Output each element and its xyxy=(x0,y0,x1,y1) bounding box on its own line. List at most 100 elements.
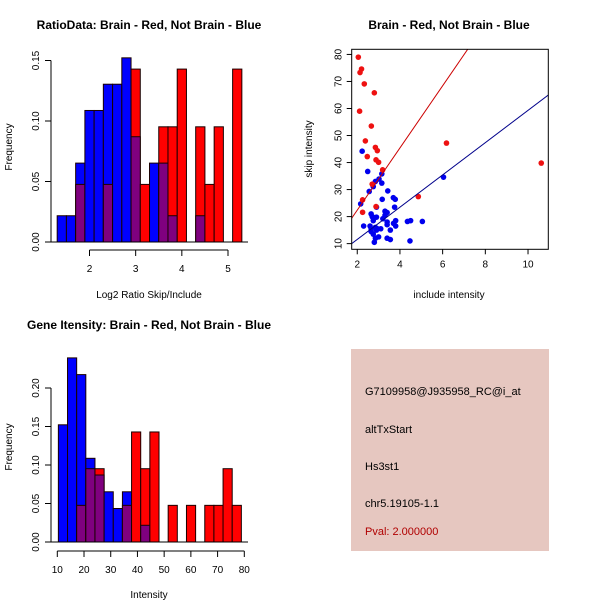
intensity-hist-x-tick-label: 70 xyxy=(212,565,224,576)
ratio-histogram-xlabel: Log2 Ratio Skip/Include xyxy=(96,290,202,301)
ratio-hist-bar-overlap xyxy=(167,215,178,243)
ratio-hist-bar-brain xyxy=(232,68,243,243)
intensity-hist-bar-brain xyxy=(149,431,160,543)
intensity-hist-x-tick-label: 40 xyxy=(132,565,144,576)
ratio-hist-x-tick-label: 2 xyxy=(87,264,93,275)
ratio-histogram-title: RatioData: Brain - Red, Not Brain - Blue xyxy=(37,18,262,32)
scatter-point-brain xyxy=(538,160,545,166)
scatter-y-tick-label: 70 xyxy=(334,75,345,87)
intensity-histogram-axes: 0.00 0.05 0.10 0.15 0.20 10 20 30 40 50 60 70 80 xyxy=(31,378,250,576)
scatter-point-not-brain xyxy=(407,238,413,244)
ratio-hist-bar-overlap xyxy=(158,162,169,243)
ratio-hist-bar-brain xyxy=(176,68,187,243)
intensity-hist-x-tick-label: 80 xyxy=(239,565,251,576)
intensity-hist-y-tick-label: 0.20 xyxy=(31,378,42,398)
scatter-point-brain xyxy=(364,153,371,160)
gene-info-panel: G7109958@J935958_RC@i_at altTxStart Hs3s… xyxy=(351,349,549,551)
intensity-hist-bar-overlap xyxy=(140,524,151,543)
scatter-xlabel: include intensity xyxy=(413,290,484,301)
scatter-point-not-brain xyxy=(371,239,378,246)
scatter-point-not-brain xyxy=(378,180,385,186)
ratio-hist-y-tick-label: 0.00 xyxy=(31,232,42,252)
scatter-point-not-brain xyxy=(384,221,390,228)
ratio-hist-x-tick-label: 5 xyxy=(225,264,231,275)
intensity-hist-y-tick-label: 0.10 xyxy=(31,455,42,475)
scatter-point-not-brain xyxy=(379,196,386,203)
scatter-axes: 2 4 6 8 10 10 20 30 40 50 60 70 80 xyxy=(334,48,549,270)
intensity-hist-bar-brain xyxy=(167,504,178,543)
ratio-hist-bar-not-brain xyxy=(93,109,104,243)
scatter-point-brain xyxy=(368,123,375,129)
scatter-y-tick-label: 30 xyxy=(334,184,345,196)
intensity-hist-bar-overlap xyxy=(85,468,96,543)
scatter-y-tick-label: 10 xyxy=(334,238,345,250)
scatter-point-brain xyxy=(443,140,450,146)
scatter-plot-box xyxy=(351,48,549,250)
scatter-point-not-brain xyxy=(377,225,384,232)
intensity-hist-bar-overlap xyxy=(94,474,105,543)
intensity-scatter: Brain - Red, Not Brain - Blue 2 4 6 8 10 10 20… xyxy=(304,18,549,301)
scatter-point-not-brain xyxy=(384,188,391,194)
scatter-point-brain xyxy=(361,81,368,87)
scatter-point-not-brain xyxy=(360,223,367,229)
scatter-point-brain xyxy=(355,54,362,60)
intensity-hist-y-tick-label: 0.05 xyxy=(31,493,42,513)
scatter-y-tick-label: 50 xyxy=(334,130,345,142)
intensity-hist-bar-not-brain xyxy=(112,508,123,543)
scatter-y-tick-label: 60 xyxy=(334,102,345,114)
ratio-hist-y-tick-label: 0.05 xyxy=(31,171,42,191)
intensity-histogram: Gene Itensity: Brain - Red, Not Brain - … xyxy=(4,318,271,600)
scatter-points xyxy=(355,54,545,246)
scatter-x-tick-label: 10 xyxy=(522,259,534,270)
intensity-hist-bar-brain xyxy=(131,431,142,543)
scatter-point-not-brain xyxy=(359,148,365,154)
intensity-hist-y-tick-label: 0.15 xyxy=(31,416,42,436)
intensity-hist-bar-not-brain xyxy=(67,357,78,543)
scatter-fit-line-brain xyxy=(351,49,469,219)
intensity-histogram-bars xyxy=(57,357,242,543)
scatter-point-not-brain xyxy=(407,217,414,224)
scatter-x-tick-label: 4 xyxy=(397,259,403,270)
pval-text: Pval: 2.000000 xyxy=(365,526,439,538)
ratio-hist-bar-brain xyxy=(139,183,151,243)
probe-id: G7109958@J935958_RC@i_at xyxy=(365,386,521,398)
intensity-hist-bar-brain xyxy=(204,504,215,543)
intensity-histogram-xlabel: Intensity xyxy=(130,590,167,600)
intensity-hist-bar-brain xyxy=(222,468,233,543)
scatter-x-tick-label: 8 xyxy=(483,259,489,270)
gene-symbol: Hs3st1 xyxy=(365,461,400,473)
scatter-point-not-brain xyxy=(373,227,380,233)
ratio-hist-x-tick-label: 4 xyxy=(179,264,185,275)
scatter-point-brain xyxy=(375,159,382,166)
intensity-hist-x-tick-label: 10 xyxy=(52,565,64,576)
scatter-y-tick-label: 40 xyxy=(334,157,345,169)
scatter-point-not-brain xyxy=(364,168,371,175)
scatter-point-brain xyxy=(415,193,422,200)
intensity-histogram-title: Gene Itensity: Brain - Red, Not Brain - … xyxy=(27,318,271,332)
scatter-x-tick-label: 2 xyxy=(354,259,360,270)
scatter-point-brain xyxy=(371,90,378,96)
intensity-hist-x-tick-label: 20 xyxy=(78,565,90,576)
ratio-hist-bar-not-brain xyxy=(84,109,95,243)
intensity-hist-bar-not-brain xyxy=(103,491,114,543)
intensity-hist-bar-overlap xyxy=(76,504,87,543)
ratio-hist-bar-not-brain xyxy=(56,215,67,243)
intensity-hist-bar-brain xyxy=(185,504,197,543)
scatter-point-brain xyxy=(359,209,366,216)
ratio-hist-bar-brain xyxy=(204,183,215,243)
ratio-hist-x-tick-label: 3 xyxy=(133,264,139,275)
scatter-point-brain xyxy=(362,138,369,144)
ratio-hist-bar-not-brain xyxy=(112,83,123,243)
ratio-hist-bar-brain xyxy=(213,126,224,243)
scatter-point-not-brain xyxy=(392,223,399,229)
intensity-hist-y-tick-label: 0.00 xyxy=(31,532,42,552)
intensity-hist-bar-not-brain xyxy=(57,424,69,543)
scatter-point-not-brain xyxy=(380,215,386,222)
scatter-point-not-brain xyxy=(419,218,426,225)
intensity-hist-x-tick-label: 30 xyxy=(105,565,117,576)
scatter-point-brain xyxy=(357,69,363,76)
scatter-fit-lines xyxy=(351,49,549,245)
ratio-hist-bar-not-brain xyxy=(149,162,160,243)
intensity-hist-x-tick-label: 50 xyxy=(159,565,171,576)
scatter-point-brain xyxy=(373,203,379,210)
